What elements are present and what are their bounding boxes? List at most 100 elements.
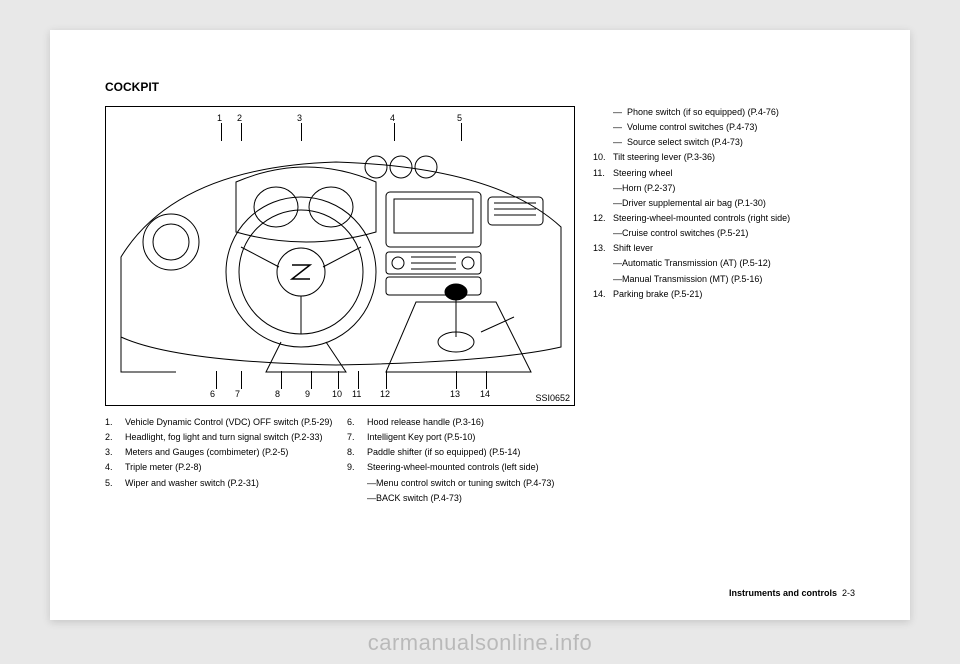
diagram-callout-bottom: 9 [305,389,310,399]
legend-item-number: 3. [105,446,125,458]
legend-item: 13.Shift lever [593,242,855,254]
legend-item-number: 4. [105,461,125,473]
legend-subitem: —Horn (P.2-37) [593,182,855,194]
diagram-leader-line [241,371,242,389]
diagram-leader-line [456,371,457,389]
legend-subitem: —Driver supplemental air bag (P.1-30) [593,197,855,209]
legend-item-text: Steering-wheel-mounted controls (left si… [367,461,575,473]
legend-item-text: Parking brake (P.5-21) [613,288,855,300]
diagram-callout-bottom: 14 [480,389,490,399]
legend-item: 3.Meters and Gauges (combimeter) (P.2-5) [105,446,333,458]
legend-subitem-text: Phone switch (if so equipped) (P.4-76) [627,106,779,118]
legend-list-2: 6.Hood release handle (P.3-16)7.Intellig… [347,416,575,504]
legend-item: 9.Steering-wheel-mounted controls (left … [347,461,575,473]
legend-subitem: —Automatic Transmission (AT) (P.5-12) [593,257,855,269]
legend-subitem: —Manual Transmission (MT) (P.5-16) [593,273,855,285]
legend-item: 7.Intelligent Key port (P.5-10) [347,431,575,443]
figure-id: SSI0652 [535,393,570,403]
dash-icon: — [367,477,376,489]
legend-subitem-text: BACK switch (P.4-73) [376,492,575,504]
legend-item-number: 11. [593,167,613,179]
diagram-leader-line [486,371,487,389]
legend-item-text: Paddle shifter (if so equipped) (P.5-14) [367,446,575,458]
diagram-leader-line [241,123,242,141]
legend-item: 6.Hood release handle (P.3-16) [347,416,575,428]
legend-item-number: 12. [593,212,613,224]
legend-subitem: —Phone switch (if so equipped) (P.4-76) [613,106,855,118]
legend-item: 2.Headlight, fog light and turn signal s… [105,431,333,443]
dash-icon: — [613,227,622,239]
legend-list-3: 10.Tilt steering lever (P.3-36)11.Steeri… [593,151,855,299]
diagram-leader-line [311,371,312,389]
legend-subitem-text: Volume control switches (P.4-73) [627,121,757,133]
legend-continuation-sub: —Phone switch (if so equipped) (P.4-76)—… [613,106,855,148]
diagram-leader-line [358,371,359,389]
dash-icon: — [367,492,376,504]
legend-item-text: Headlight, fog light and turn signal swi… [125,431,333,443]
legend-item: 8.Paddle shifter (if so equipped) (P.5-1… [347,446,575,458]
footer-section-label: Instruments and controls [729,588,837,598]
dash-icon: — [613,121,627,133]
diagram-leader-line [338,371,339,389]
legend-subitem: —Menu control switch or tuning switch (P… [347,477,575,489]
legend-subitem-text: Horn (P.2-37) [622,182,855,194]
legend-item: 1.Vehicle Dynamic Control (VDC) OFF swit… [105,416,333,428]
cockpit-illustration [116,137,566,377]
dash-icon: — [613,106,627,118]
diagram-leader-line [386,371,387,389]
diagram-callout-bottom: 7 [235,389,240,399]
diagram-callout-top: 3 [297,113,302,123]
legend-item-text: Wiper and washer switch (P.2-31) [125,477,333,489]
right-column: —Phone switch (if so equipped) (P.4-76)—… [593,106,855,507]
legend-subitem-text: Manual Transmission (MT) (P.5-16) [622,273,855,285]
diagram-leader-line [394,123,395,141]
legend-item-text: Vehicle Dynamic Control (VDC) OFF switch… [125,416,333,428]
legend-subitem: —Cruise control switches (P.5-21) [593,227,855,239]
legend-item-number: 5. [105,477,125,489]
dash-icon: — [613,197,622,209]
left-column: SSI0652 1234567891011121314 1.Vehicle Dy… [105,106,575,507]
legend-item-number: 14. [593,288,613,300]
page-footer: Instruments and controls 2-3 [729,588,855,598]
legend-subitem-text: Menu control switch or tuning switch (P.… [376,477,575,489]
diagram-leader-line [301,123,302,141]
dash-icon: — [613,257,622,269]
legend-subitem-text: Automatic Transmission (AT) (P.5-12) [622,257,855,269]
diagram-leader-line [281,371,282,389]
legend-item-number: 13. [593,242,613,254]
legend-item-text: Hood release handle (P.3-16) [367,416,575,428]
legend-item-number: 10. [593,151,613,163]
dash-icon: — [613,136,627,148]
diagram-leader-line [221,123,222,141]
diagram-leader-line [216,371,217,389]
legend-subitem-text: Cruise control switches (P.5-21) [622,227,855,239]
legend-item: 11.Steering wheel [593,167,855,179]
legend-subitem-text: Driver supplemental air bag (P.1-30) [622,197,855,209]
diagram-callout-bottom: 8 [275,389,280,399]
legend-item: 12.Steering-wheel-mounted controls (righ… [593,212,855,224]
legend-item: 14.Parking brake (P.5-21) [593,288,855,300]
diagram-callout-bottom: 6 [210,389,215,399]
page-title: COCKPIT [105,80,855,94]
legend-item-number: 2. [105,431,125,443]
legend-item-number: 1. [105,416,125,428]
legend-item: 5.Wiper and washer switch (P.2-31) [105,477,333,489]
diagram-leader-line [461,123,462,141]
watermark-text: carmanualsonline.info [0,630,960,656]
legend-item-number: 7. [347,431,367,443]
diagram-callout-top: 1 [217,113,222,123]
legend-item-number: 9. [347,461,367,473]
diagram-callout-bottom: 11 [352,389,361,399]
legend-item-text: Meters and Gauges (combimeter) (P.2-5) [125,446,333,458]
legend-item-number: 6. [347,416,367,428]
legend-item-text: Intelligent Key port (P.5-10) [367,431,575,443]
legend-item-text: Triple meter (P.2-8) [125,461,333,473]
legend-item-text: Steering wheel [613,167,855,179]
diagram-callout-top: 4 [390,113,395,123]
manual-page: COCKPIT [50,30,910,620]
legend-item: 4.Triple meter (P.2-8) [105,461,333,473]
legend-subitem-text: Source select switch (P.4-73) [627,136,743,148]
legend-item-text: Tilt steering lever (P.3-36) [613,151,855,163]
diagram-callout-top: 5 [457,113,462,123]
content-area: SSI0652 1234567891011121314 1.Vehicle Dy… [105,106,855,507]
